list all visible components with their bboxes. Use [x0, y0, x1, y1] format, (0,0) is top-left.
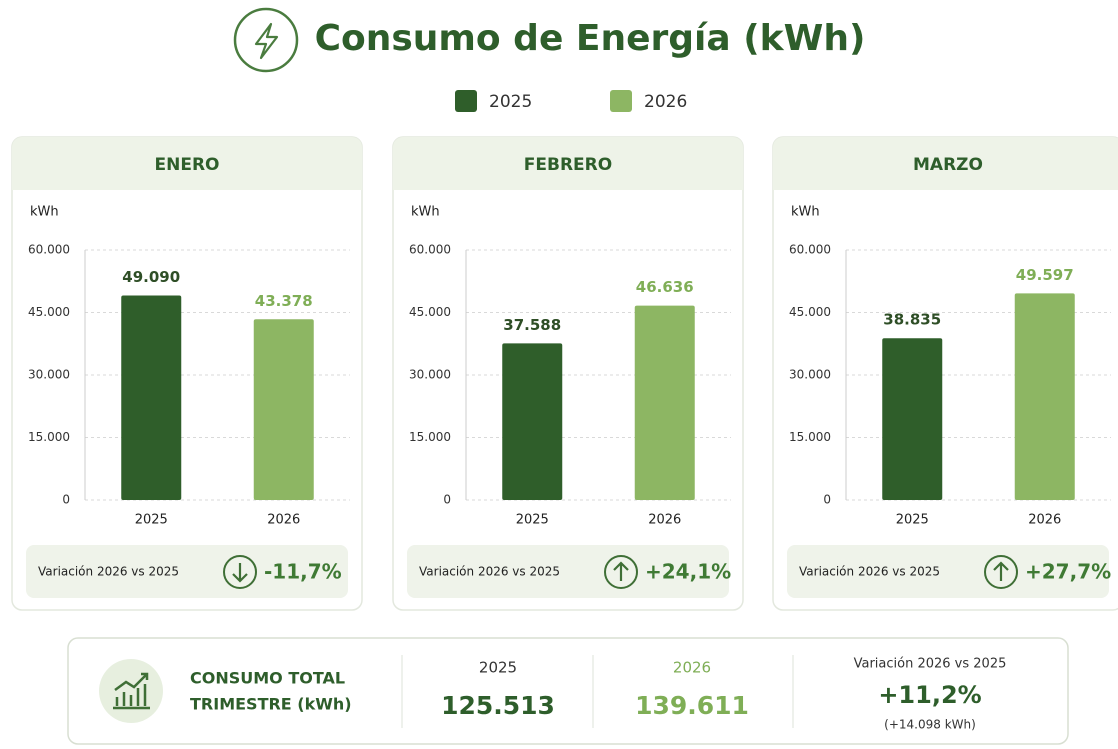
bar [121, 295, 182, 500]
y-tick-label: 0 [443, 493, 451, 507]
x-tick-label: 2025 [516, 513, 549, 528]
summary-icon-bg [99, 659, 163, 723]
y-tick-label: 0 [62, 493, 70, 507]
y-tick-label: 60.000 [789, 243, 831, 257]
summary-title: TRIMESTRE (kWh) [190, 695, 352, 714]
panel-title: MARZO [913, 155, 983, 175]
y-axis-label: kWh [411, 205, 440, 220]
summary-variation-label: Variación 2026 vs 2025 [854, 657, 1007, 672]
variation-box [787, 545, 1109, 598]
y-tick-label: 30.000 [28, 368, 70, 382]
y-tick-label: 30.000 [409, 368, 451, 382]
variation-label: Variación 2026 vs 2025 [419, 565, 560, 579]
variation-icon [604, 555, 638, 589]
variation-box [407, 545, 729, 598]
variation-value: +27,7% [1025, 560, 1111, 584]
panel-title: ENERO [155, 155, 220, 175]
legend-label: 2025 [489, 92, 532, 112]
bar [634, 305, 695, 500]
panel-header [773, 137, 1118, 190]
y-tick-label: 30.000 [789, 368, 831, 382]
value-label: 37.588 [503, 316, 561, 334]
variation-arrow [232, 563, 248, 583]
x-tick-label: 2026 [267, 513, 300, 528]
summary-box [67, 637, 1069, 745]
legend-swatch [610, 90, 632, 112]
y-axis-label: kWh [791, 205, 820, 220]
bar [1014, 293, 1075, 500]
summary-variation-detail: (+14.098 kWh) [884, 718, 976, 732]
x-tick-label: 2026 [648, 513, 681, 528]
y-tick-label: 45.000 [409, 305, 451, 319]
title-icon [233, 7, 299, 73]
y-tick-label: 15.000 [28, 430, 70, 444]
summary-title: CONSUMO TOTAL [190, 669, 345, 688]
y-axis-label: kWh [30, 205, 59, 220]
y-tick-label: 0 [823, 493, 831, 507]
variation-icon [984, 555, 1018, 589]
y-tick-label: 45.000 [789, 305, 831, 319]
bar [253, 319, 314, 500]
bar [502, 343, 563, 500]
variation-icon [223, 555, 257, 589]
x-tick-label: 2025 [135, 513, 168, 528]
panel-header [12, 137, 362, 190]
y-tick-label: 15.000 [789, 430, 831, 444]
legend-swatch [455, 90, 477, 112]
bolt-icon [254, 22, 279, 60]
variation-label: Variación 2026 vs 2025 [799, 565, 940, 579]
y-tick-label: 45.000 [28, 305, 70, 319]
variation-label: Variación 2026 vs 2025 [38, 565, 179, 579]
x-tick-label: 2025 [896, 513, 929, 528]
summary-value: 139.611 [635, 691, 749, 720]
value-label: 49.597 [1016, 266, 1074, 284]
summary-label: 2026 [673, 659, 711, 677]
variation-box [26, 545, 348, 598]
legend-label: 2026 [644, 92, 687, 112]
variation-value: -11,7% [264, 560, 342, 584]
value-label: 46.636 [636, 278, 694, 296]
summary-value: 125.513 [441, 691, 555, 720]
summary-label: 2025 [479, 659, 517, 677]
panel-header [393, 137, 743, 190]
value-label: 43.378 [255, 292, 313, 310]
x-tick-label: 2026 [1028, 513, 1061, 528]
y-tick-label: 60.000 [28, 243, 70, 257]
title: Consumo de Energía (kWh) [315, 18, 866, 59]
panel-title: FEBRERO [524, 155, 612, 175]
y-tick-label: 60.000 [409, 243, 451, 257]
variation-arrow [613, 561, 629, 581]
y-tick-label: 15.000 [409, 430, 451, 444]
variation-arrow [993, 561, 1009, 581]
value-label: 38.835 [883, 311, 941, 329]
summary-variation-value: +11,2% [878, 681, 981, 709]
variation-value: +24,1% [645, 560, 731, 584]
summary-icon [113, 672, 150, 710]
value-label: 49.090 [122, 268, 180, 286]
bar [882, 338, 943, 500]
